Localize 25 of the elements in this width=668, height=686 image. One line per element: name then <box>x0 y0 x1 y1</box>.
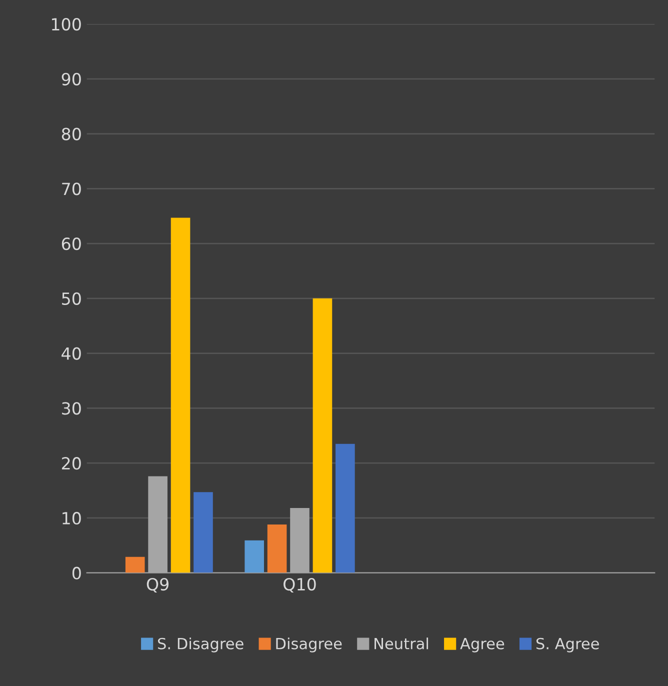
bar <box>336 444 355 573</box>
legend-label: S. Disagree <box>158 638 244 652</box>
legend-label: S. Agree <box>536 638 599 652</box>
y-tick-label: 10 <box>62 512 81 524</box>
legend-label: Disagree <box>276 638 342 652</box>
legend-label: Agree <box>460 638 504 652</box>
y-tick-label: 30 <box>62 402 81 415</box>
bar <box>244 540 264 573</box>
bar <box>125 556 145 573</box>
y-tick-label: 60 <box>62 237 81 250</box>
y-tick-label: 70 <box>62 182 81 196</box>
x-tick-label: Q10 <box>284 578 316 592</box>
bar <box>267 524 287 573</box>
bar <box>312 298 332 573</box>
y-tick-label: 90 <box>62 72 81 86</box>
bar <box>194 492 213 573</box>
y-tick-label: 40 <box>62 347 81 360</box>
y-tick-label: 80 <box>62 128 81 140</box>
y-tick-label: 0 <box>72 566 81 580</box>
legend-label: Neutral <box>374 638 428 650</box>
x-tick-label: Q9 <box>146 578 169 592</box>
y-tick-label: 50 <box>62 292 81 305</box>
bar <box>170 218 190 573</box>
y-tick-label: 20 <box>62 457 81 470</box>
y-tick-label: 100 <box>52 18 81 31</box>
